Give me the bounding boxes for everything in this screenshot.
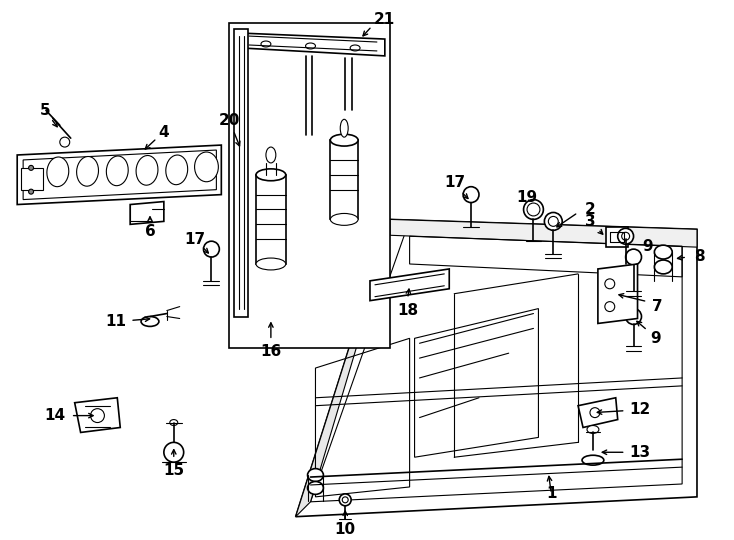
Text: 17: 17 <box>184 232 205 247</box>
Ellipse shape <box>548 217 559 226</box>
Text: 6: 6 <box>145 224 156 239</box>
Ellipse shape <box>605 279 615 289</box>
Text: 1: 1 <box>546 487 556 502</box>
Ellipse shape <box>256 169 286 181</box>
Polygon shape <box>17 145 222 205</box>
Text: 2: 2 <box>584 202 595 217</box>
Text: 17: 17 <box>445 176 466 190</box>
Text: 5: 5 <box>40 103 50 118</box>
Ellipse shape <box>330 213 358 225</box>
Text: 4: 4 <box>159 125 169 140</box>
Ellipse shape <box>330 134 358 146</box>
Text: 7: 7 <box>652 299 663 314</box>
Ellipse shape <box>305 43 316 49</box>
Ellipse shape <box>308 469 324 482</box>
Ellipse shape <box>655 260 672 274</box>
Text: 3: 3 <box>585 214 595 229</box>
Polygon shape <box>296 219 390 517</box>
Ellipse shape <box>261 41 271 47</box>
Text: 18: 18 <box>397 303 418 318</box>
Ellipse shape <box>339 494 351 506</box>
Ellipse shape <box>256 258 286 270</box>
Ellipse shape <box>625 308 642 325</box>
Polygon shape <box>229 23 390 348</box>
Ellipse shape <box>622 232 630 240</box>
Text: 15: 15 <box>163 463 184 477</box>
Polygon shape <box>390 219 697 247</box>
Ellipse shape <box>136 156 158 185</box>
Ellipse shape <box>587 426 599 434</box>
Ellipse shape <box>203 241 219 257</box>
Ellipse shape <box>341 119 348 137</box>
Polygon shape <box>241 33 385 56</box>
Ellipse shape <box>164 442 184 462</box>
Polygon shape <box>130 201 164 224</box>
Bar <box>234 29 248 316</box>
Ellipse shape <box>618 228 633 244</box>
Ellipse shape <box>308 482 324 495</box>
Ellipse shape <box>463 187 479 202</box>
Ellipse shape <box>170 420 178 426</box>
Polygon shape <box>578 398 618 428</box>
Ellipse shape <box>523 200 543 219</box>
Ellipse shape <box>545 212 562 230</box>
Text: 10: 10 <box>335 522 356 537</box>
Text: 21: 21 <box>374 12 396 26</box>
Text: 12: 12 <box>629 402 650 417</box>
Ellipse shape <box>605 302 615 312</box>
Ellipse shape <box>266 147 276 163</box>
Text: 19: 19 <box>516 190 537 205</box>
Bar <box>256 175 286 264</box>
Bar <box>21 168 43 190</box>
Ellipse shape <box>195 152 218 182</box>
Text: 16: 16 <box>261 343 282 359</box>
Text: 13: 13 <box>629 445 650 460</box>
Ellipse shape <box>527 203 540 216</box>
Ellipse shape <box>29 165 34 170</box>
Ellipse shape <box>90 409 104 422</box>
Ellipse shape <box>106 156 128 186</box>
Ellipse shape <box>141 316 159 326</box>
Polygon shape <box>296 219 697 517</box>
Ellipse shape <box>29 189 34 194</box>
Ellipse shape <box>76 157 98 186</box>
Polygon shape <box>75 398 120 433</box>
Text: 9: 9 <box>642 239 653 254</box>
Bar <box>606 227 628 247</box>
Ellipse shape <box>582 455 604 465</box>
Polygon shape <box>370 269 449 301</box>
Ellipse shape <box>166 155 188 185</box>
Text: 14: 14 <box>44 408 65 423</box>
Text: 20: 20 <box>219 113 240 128</box>
Ellipse shape <box>59 137 70 147</box>
Ellipse shape <box>590 408 600 417</box>
Ellipse shape <box>350 45 360 51</box>
Ellipse shape <box>655 245 672 259</box>
Bar <box>330 140 358 219</box>
Text: 11: 11 <box>106 314 127 329</box>
Ellipse shape <box>47 157 69 187</box>
Text: 9: 9 <box>650 331 661 346</box>
Polygon shape <box>598 264 638 323</box>
Text: 8: 8 <box>694 248 705 264</box>
Ellipse shape <box>342 497 348 503</box>
Ellipse shape <box>625 249 642 265</box>
